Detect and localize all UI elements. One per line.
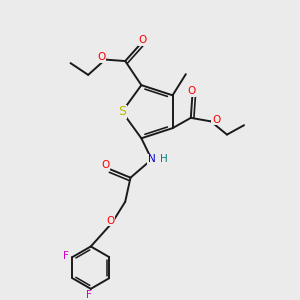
Text: O: O: [106, 216, 115, 226]
Text: O: O: [212, 115, 220, 125]
Text: O: O: [187, 86, 196, 96]
Text: O: O: [98, 52, 106, 62]
Text: O: O: [139, 35, 147, 46]
Text: F: F: [85, 290, 91, 300]
Text: H: H: [160, 154, 168, 164]
Text: O: O: [101, 160, 109, 170]
Text: N: N: [148, 154, 155, 164]
Text: S: S: [118, 105, 126, 118]
Text: F: F: [63, 250, 69, 261]
